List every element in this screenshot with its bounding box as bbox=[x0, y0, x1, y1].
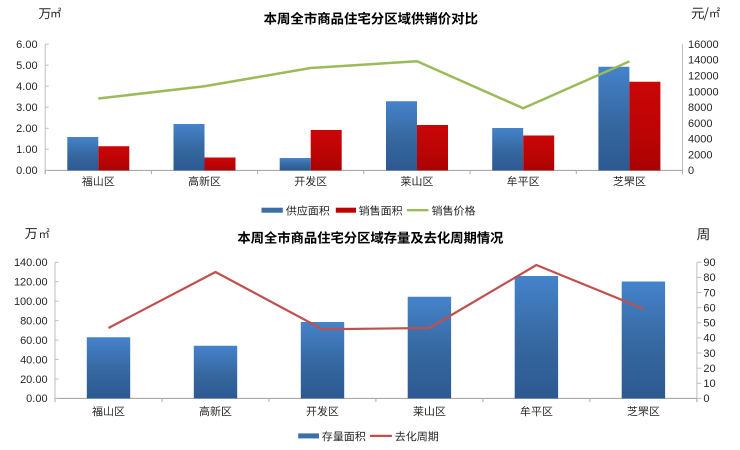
svg-text:0: 0 bbox=[688, 165, 694, 177]
svg-text:6000: 6000 bbox=[688, 118, 712, 130]
svg-text:20: 20 bbox=[703, 363, 715, 375]
svg-text:14000: 14000 bbox=[688, 55, 719, 67]
svg-text:60: 60 bbox=[703, 303, 715, 315]
svg-text:2.00: 2.00 bbox=[16, 123, 37, 135]
svg-text:80.00: 80.00 bbox=[20, 315, 48, 327]
svg-text:20.00: 20.00 bbox=[20, 374, 48, 386]
svg-text:40: 40 bbox=[703, 333, 715, 345]
svg-text:60.00: 60.00 bbox=[20, 335, 48, 347]
svg-text:16000: 16000 bbox=[688, 39, 719, 51]
svg-text:0: 0 bbox=[703, 393, 709, 405]
svg-text:120.00: 120.00 bbox=[14, 277, 48, 289]
svg-text:10: 10 bbox=[703, 378, 715, 390]
svg-text:4000: 4000 bbox=[688, 134, 712, 146]
svg-text:0.00: 0.00 bbox=[16, 165, 37, 177]
svg-text:12000: 12000 bbox=[688, 71, 719, 83]
svg-text:50: 50 bbox=[703, 318, 715, 330]
svg-text:70: 70 bbox=[703, 287, 715, 299]
svg-text:40.00: 40.00 bbox=[20, 354, 48, 366]
svg-text:100.00: 100.00 bbox=[14, 296, 48, 308]
svg-text:30: 30 bbox=[703, 348, 715, 360]
svg-text:1.00: 1.00 bbox=[16, 144, 37, 156]
svg-text:5.00: 5.00 bbox=[16, 60, 37, 72]
svg-text:3.00: 3.00 bbox=[16, 102, 37, 114]
svg-text:0.00: 0.00 bbox=[26, 393, 47, 405]
svg-text:90: 90 bbox=[703, 257, 715, 269]
svg-text:2000: 2000 bbox=[688, 149, 712, 161]
svg-text:6.00: 6.00 bbox=[16, 39, 37, 51]
svg-text:10000: 10000 bbox=[688, 86, 719, 98]
svg-text:4.00: 4.00 bbox=[16, 81, 37, 93]
svg-text:140.00: 140.00 bbox=[14, 257, 48, 269]
svg-text:8000: 8000 bbox=[688, 102, 712, 114]
svg-text:80: 80 bbox=[703, 272, 715, 284]
